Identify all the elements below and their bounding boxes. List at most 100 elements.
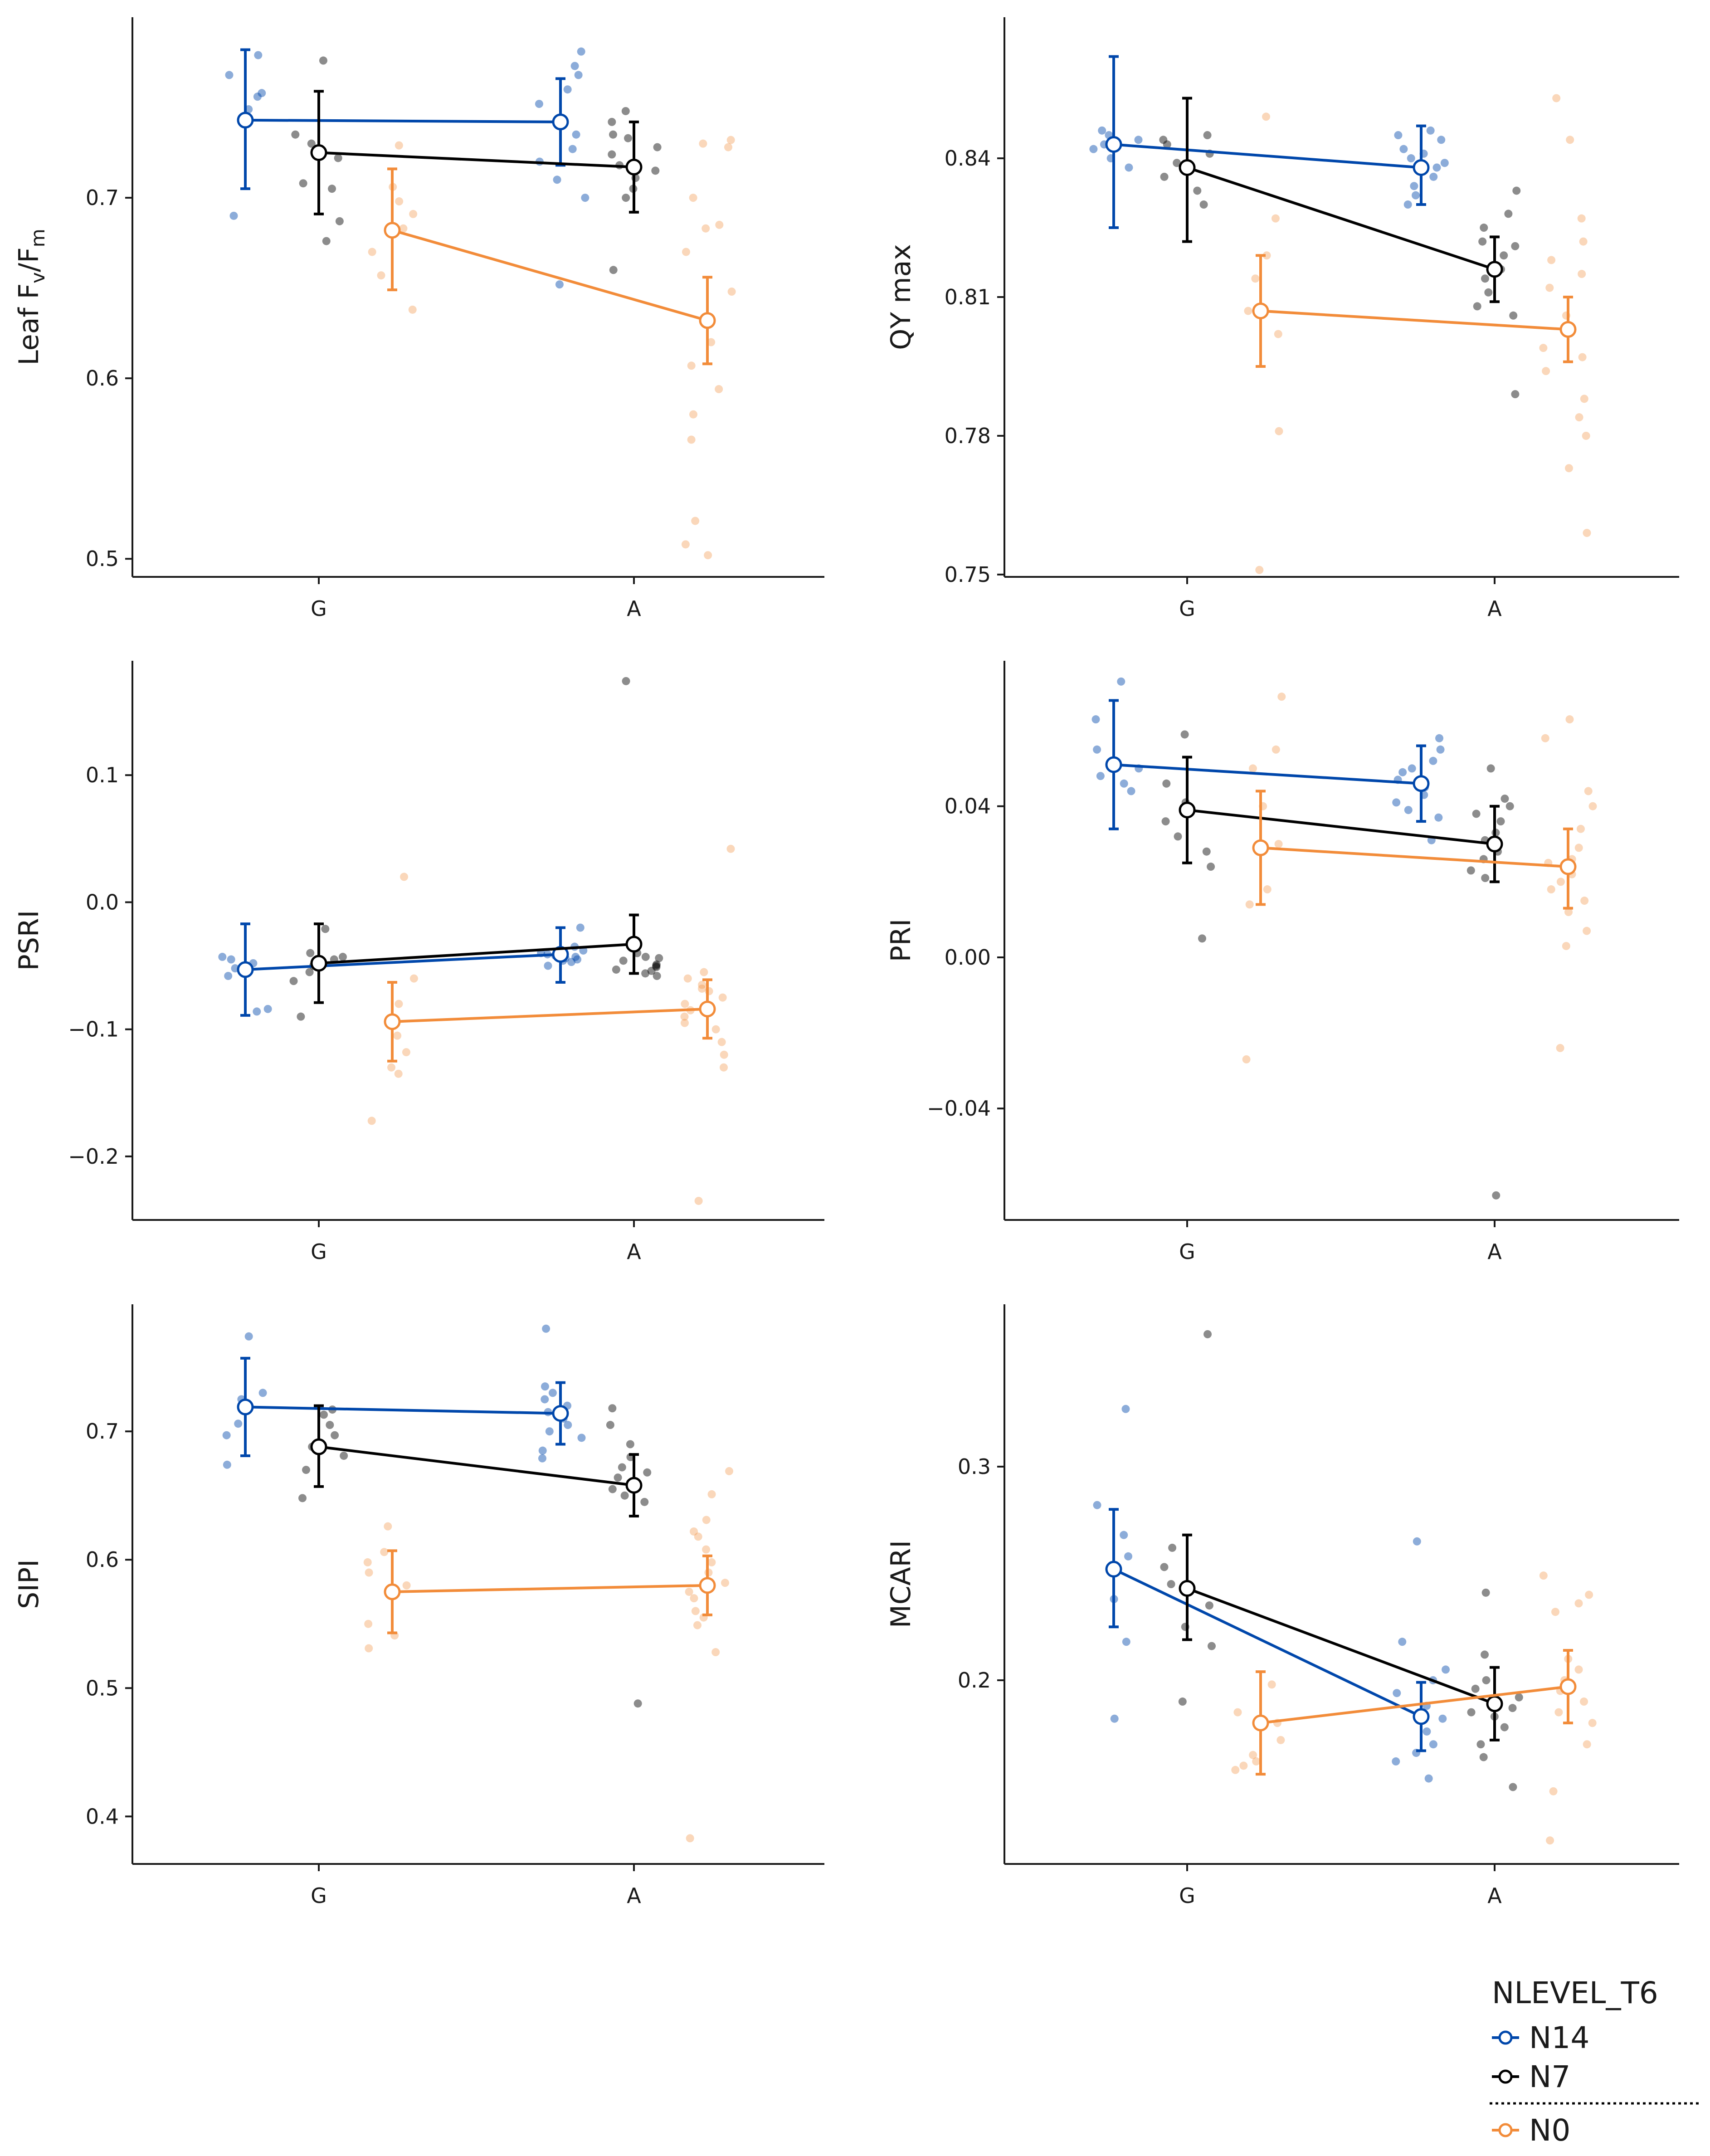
data-point (1578, 270, 1586, 278)
data-point (1476, 1740, 1485, 1749)
data-point (1274, 330, 1282, 338)
data-point (555, 280, 564, 289)
data-point (1564, 908, 1573, 917)
data-point (612, 965, 620, 974)
data-point (1575, 413, 1583, 422)
y-axis-title: MCARI (885, 1540, 917, 1628)
data-point (1120, 1531, 1128, 1539)
data-point (1547, 256, 1556, 264)
data-point (229, 211, 238, 220)
data-point (542, 1324, 551, 1333)
data-point (653, 143, 662, 151)
series-n0 (1252, 790, 1577, 910)
data-point (1163, 140, 1171, 149)
data-point (687, 361, 696, 370)
data-point (686, 1834, 694, 1843)
mean-marker (625, 1477, 643, 1494)
data-point (641, 969, 650, 978)
y-axis-title: QY max (885, 244, 917, 350)
data-point (609, 266, 618, 274)
data-point (687, 435, 696, 444)
mean-marker (552, 1405, 569, 1422)
data-point (1556, 1044, 1564, 1052)
data-point (307, 139, 316, 148)
data-point (652, 960, 661, 969)
data-point (1574, 844, 1583, 852)
data-point (724, 143, 732, 151)
data-point (1168, 1543, 1177, 1552)
mean-marker (552, 946, 569, 963)
data-point (1512, 186, 1521, 195)
data-point (1244, 307, 1252, 315)
data-point (1437, 136, 1446, 144)
y-tick-label: −0.1 (68, 1017, 119, 1042)
data-point (576, 923, 585, 932)
data-point (384, 1522, 392, 1531)
data-point (1393, 1689, 1401, 1697)
data-point (548, 1389, 557, 1397)
data-point (1435, 734, 1444, 742)
mean-line (392, 1007, 708, 1023)
data-point (321, 925, 330, 933)
data-point (328, 185, 336, 193)
y-tick-label: 0.0 (86, 890, 119, 914)
data-point (577, 1434, 586, 1442)
data-point (1486, 764, 1495, 773)
series-n14 (1105, 699, 1430, 830)
data-point (581, 194, 589, 202)
data-point (652, 961, 660, 970)
data-point (291, 130, 300, 139)
data-point (608, 150, 616, 159)
data-point (1438, 1714, 1447, 1723)
data-point (685, 1587, 693, 1596)
data-point (720, 1050, 728, 1059)
data-point (699, 139, 707, 148)
mean-line (1186, 1587, 1496, 1705)
data-point (1484, 288, 1493, 297)
data-point (1412, 191, 1420, 200)
y-axis-title: Leaf Fv/Fm (13, 229, 49, 365)
data-point (704, 551, 712, 560)
data-points (1093, 1330, 1597, 1845)
data-point (338, 952, 347, 961)
data-point (1492, 1191, 1501, 1200)
data-point (707, 338, 716, 346)
data-point (289, 977, 298, 985)
data-point (254, 51, 263, 59)
mean-line (1187, 166, 1495, 271)
series-n14 (1105, 1508, 1430, 1752)
data-point (263, 1005, 272, 1013)
legend-item-n14: N14 (1492, 2020, 1589, 2055)
data-point (1161, 817, 1170, 826)
data-point (1471, 1684, 1480, 1693)
data-point (690, 1527, 698, 1536)
series-n0 (1252, 1649, 1577, 1776)
mean-line (1113, 1568, 1422, 1718)
data-point (223, 1460, 231, 1469)
data-point (570, 62, 579, 70)
data-point (1399, 145, 1408, 153)
data-point (1245, 900, 1254, 909)
x-tick-label: A (1487, 596, 1502, 621)
y-tick-label: −0.04 (927, 1096, 991, 1121)
data-point (655, 954, 663, 962)
data-point (681, 1000, 689, 1008)
data-point (683, 974, 692, 983)
data-point (1466, 866, 1475, 875)
data-point (571, 952, 580, 961)
data-point (694, 1532, 702, 1541)
legend-title: NLEVEL_T6 (1492, 1976, 1658, 2010)
data-point (1574, 1599, 1583, 1608)
data-point (218, 952, 227, 961)
data-point (1429, 172, 1438, 181)
mean-marker (1252, 302, 1269, 320)
y-tick-label: 0.5 (86, 546, 119, 571)
data-point (1398, 1638, 1407, 1646)
data-point (568, 145, 577, 153)
data-point (408, 305, 417, 314)
data-point (340, 1451, 348, 1460)
data-point (1134, 136, 1143, 144)
data-point (697, 984, 706, 993)
mean-marker (1486, 835, 1503, 853)
data-point (702, 1516, 711, 1524)
